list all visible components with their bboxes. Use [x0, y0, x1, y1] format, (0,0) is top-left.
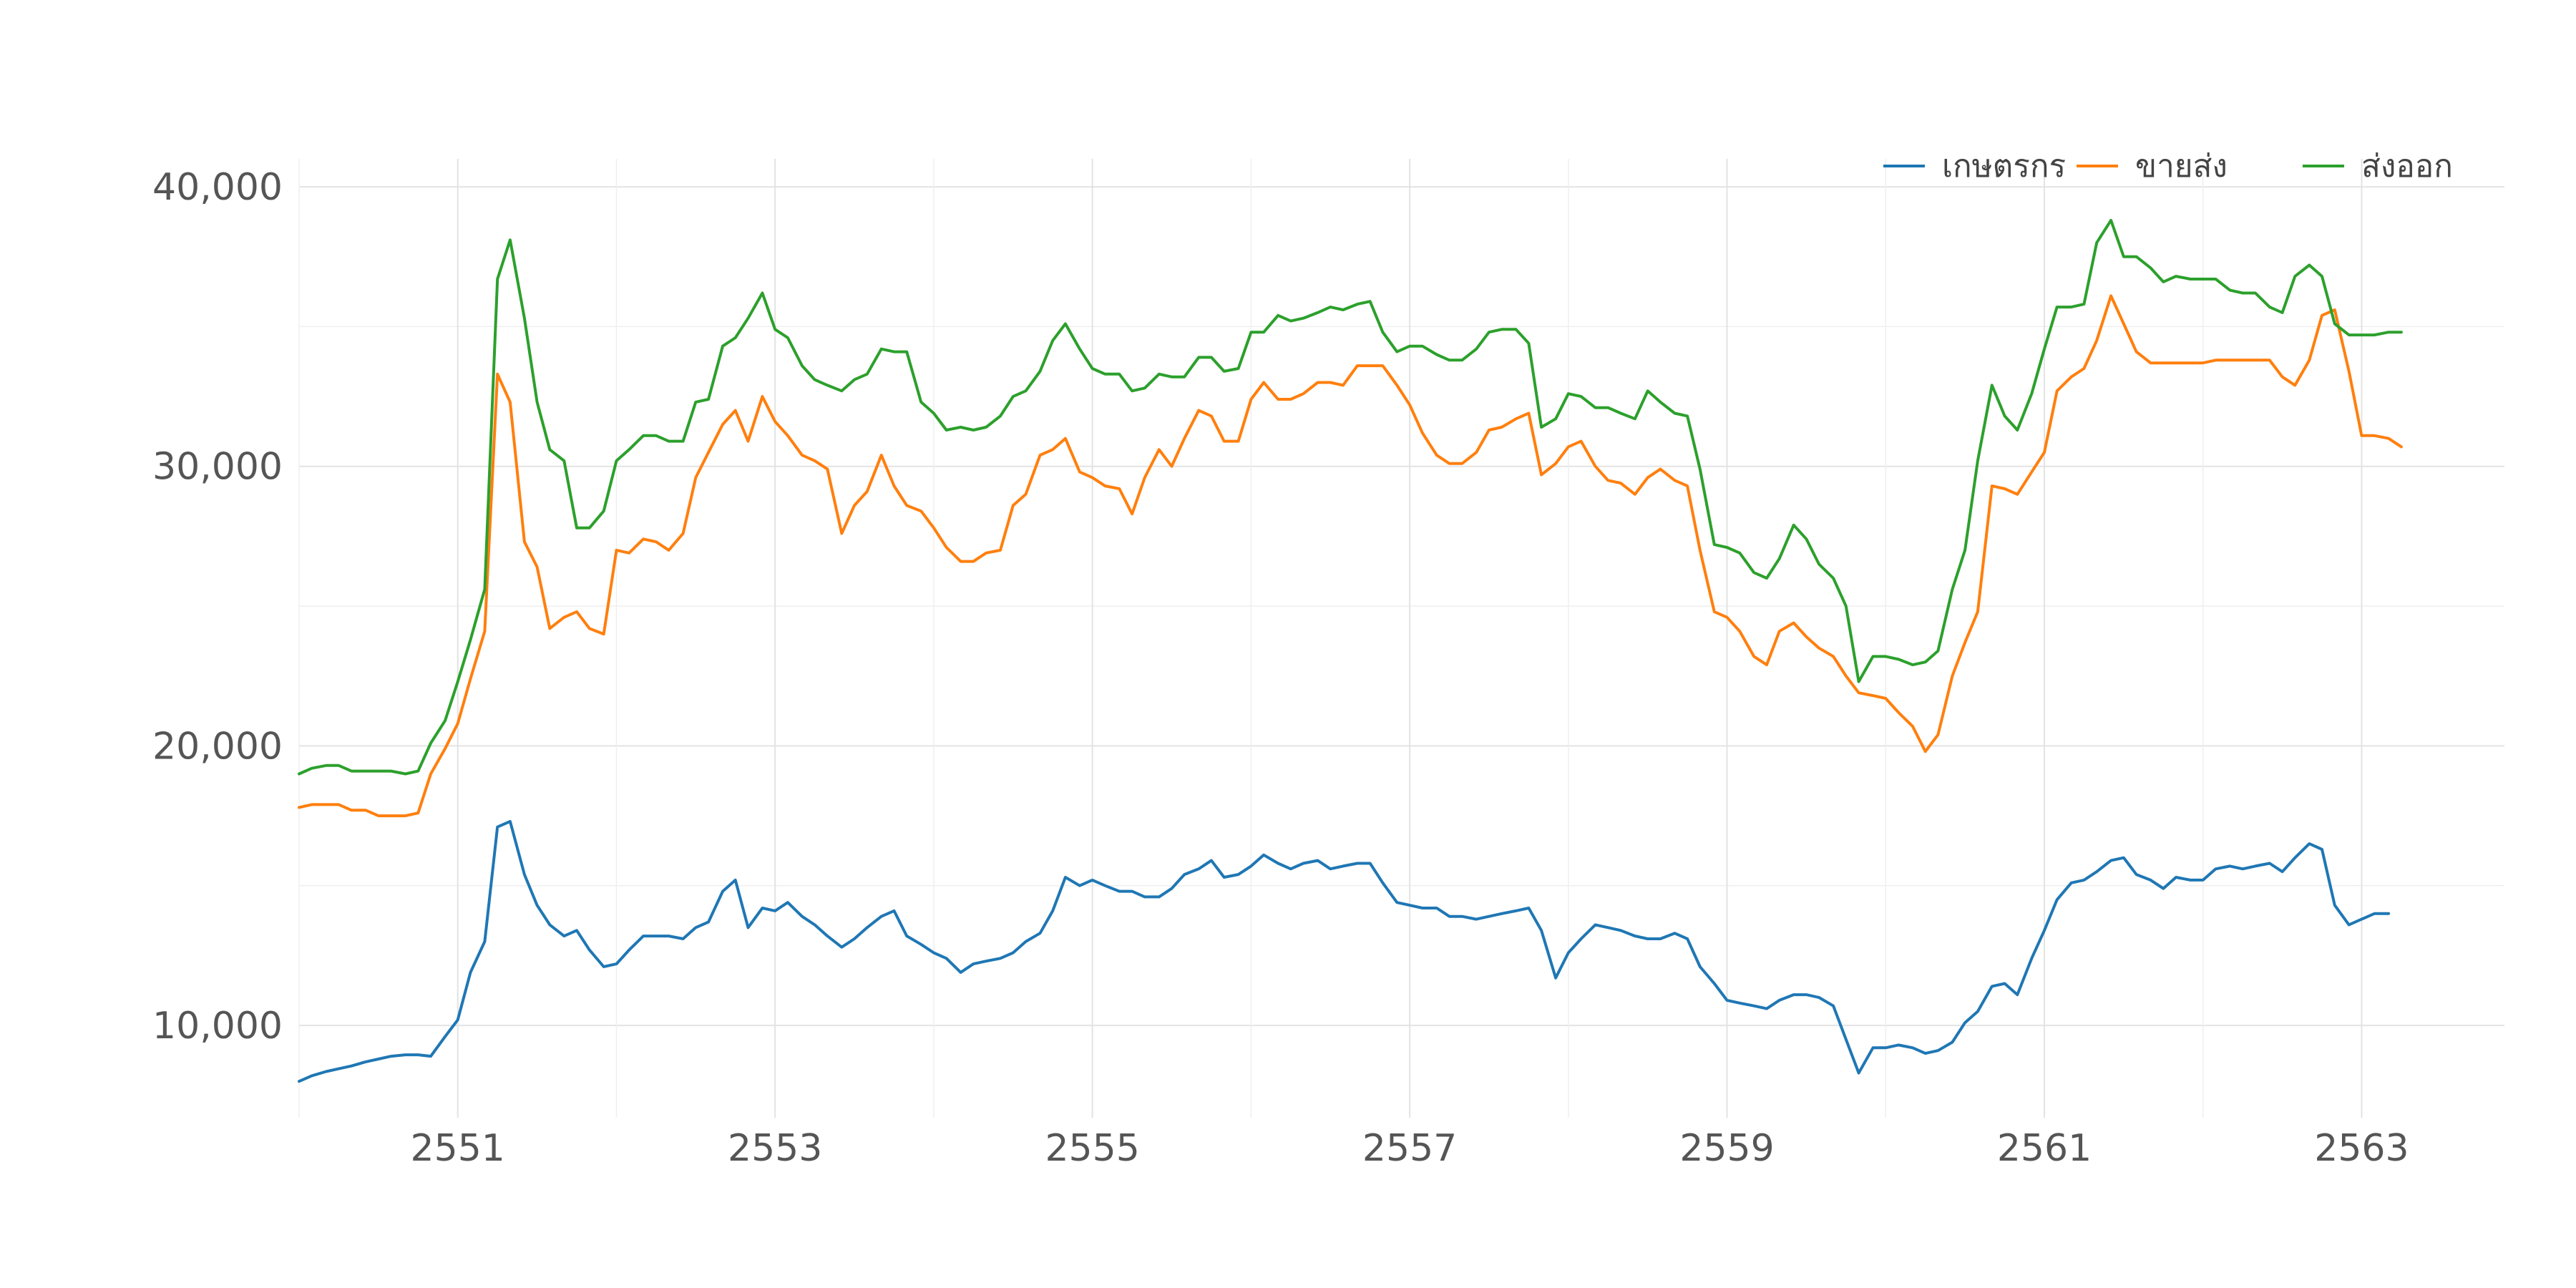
chart-legend: เกษตรกร ขายส่ง ส่งออก — [1883, 148, 2453, 185]
y-tick-label: 40,000 — [152, 166, 283, 209]
x-tick-label: 2559 — [1679, 1127, 1774, 1170]
legend-label: เกษตรกร — [1942, 148, 2066, 185]
series-line — [298, 819, 2391, 1083]
series-line — [298, 294, 2403, 818]
x-tick-label: 2557 — [1362, 1127, 1457, 1170]
legend-label: ส่งออก — [2361, 148, 2453, 185]
legend-label: ขายส่ง — [2135, 148, 2228, 185]
x-tick-label: 2553 — [728, 1127, 822, 1170]
axis-tick-labels: 10,000 20,000 30,000 40,000 2551 2553 2555 2557… — [152, 166, 2409, 1170]
series-lines — [298, 218, 2403, 1083]
grid-lines — [298, 159, 2504, 1118]
x-tick-label: 2563 — [2314, 1127, 2409, 1170]
x-tick-label: 2555 — [1045, 1127, 1139, 1170]
y-tick-label: 20,000 — [152, 725, 283, 768]
y-tick-label: 30,000 — [152, 446, 283, 489]
x-tick-label: 2561 — [1997, 1127, 2092, 1170]
y-tick-label: 10,000 — [152, 1005, 283, 1048]
series-line — [298, 218, 2403, 776]
x-tick-label: 2551 — [411, 1127, 505, 1170]
